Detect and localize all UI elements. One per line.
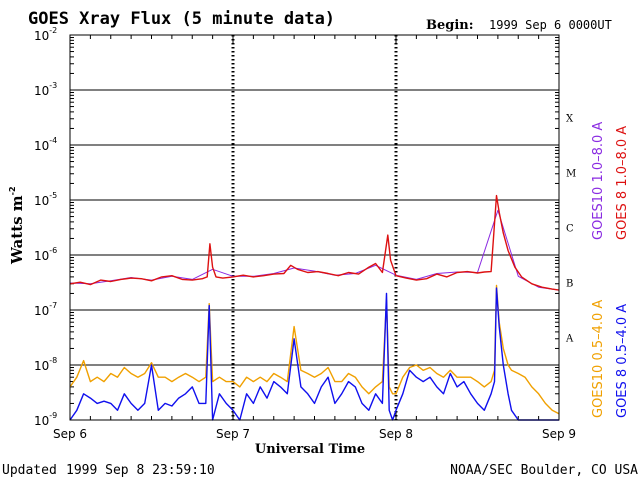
flare-class-A: A bbox=[565, 334, 574, 345]
chart-title: GOES Xray Flux (5 minute data) bbox=[28, 9, 335, 29]
y-tick-label-4: 10-5 bbox=[34, 191, 57, 208]
x-axis-title: Universal Time bbox=[255, 442, 365, 457]
series-line-1 bbox=[69, 209, 560, 291]
y-tick-label-3: 10-6 bbox=[34, 246, 57, 263]
begin-value: 1999 Sep 6 0000UT bbox=[489, 18, 612, 32]
flare-class-X: X bbox=[566, 114, 574, 125]
y-tick-label-6: 10-3 bbox=[34, 81, 57, 98]
y-tick-label-1: 10-8 bbox=[34, 356, 57, 373]
grid-layer bbox=[70, 34, 559, 421]
flare-class-M: M bbox=[566, 169, 576, 180]
legend-entry-1: GOES10 1.0–8.0 A bbox=[591, 122, 606, 240]
updated-label: Updated bbox=[2, 463, 57, 478]
legend-entry-3: GOES10 0.5–4.0 A bbox=[591, 300, 606, 418]
series-line-2 bbox=[69, 287, 559, 421]
x-tick-label-3: Sep 9 bbox=[542, 427, 576, 441]
y-tick-label-0: 10-9 bbox=[34, 411, 57, 428]
flare-class-B: B bbox=[566, 279, 573, 290]
x-tick-label-2: Sep 8 bbox=[379, 427, 413, 441]
y-axis-label: Watts m-2 bbox=[8, 186, 26, 265]
y-axis-title: Watts m-2 bbox=[8, 186, 26, 265]
y-tick-labels: 10-9 10-8 10-7 10-6 10-5 10-4 10-3 10-2 bbox=[34, 26, 57, 428]
flare-class-C: C bbox=[566, 224, 574, 235]
series-line-3 bbox=[69, 284, 560, 415]
series-line-0 bbox=[69, 194, 560, 291]
plot-frame bbox=[69, 34, 560, 421]
updated-value: 1999 Sep 8 23:59:10 bbox=[66, 463, 215, 478]
y-tick-label-7: 10-2 bbox=[34, 26, 57, 43]
y-tick-label-5: 10-4 bbox=[34, 136, 57, 153]
begin-label: Begin: bbox=[426, 18, 474, 33]
x-tick-label-1: Sep 7 bbox=[216, 427, 250, 441]
flare-class-labels: X M C B A bbox=[565, 114, 576, 345]
series-layer bbox=[69, 194, 560, 421]
legend-entry-2: GOES 8 0.5–4.0 A bbox=[615, 304, 630, 418]
y-tick-label-2: 10-7 bbox=[34, 301, 57, 318]
legend-entry-0: GOES 8 1.0–8.0 A bbox=[615, 126, 630, 240]
legend: GOES 8 1.0–8.0 A GOES10 1.0–8.0 A GOES 8 0… bbox=[591, 122, 630, 418]
credit-text: NOAA/SEC Boulder, CO USA bbox=[450, 463, 638, 478]
x-tick-labels: Sep 6 Sep 7 Sep 8 Sep 9 bbox=[53, 427, 576, 441]
x-tick-label-0: Sep 6 bbox=[53, 427, 87, 441]
